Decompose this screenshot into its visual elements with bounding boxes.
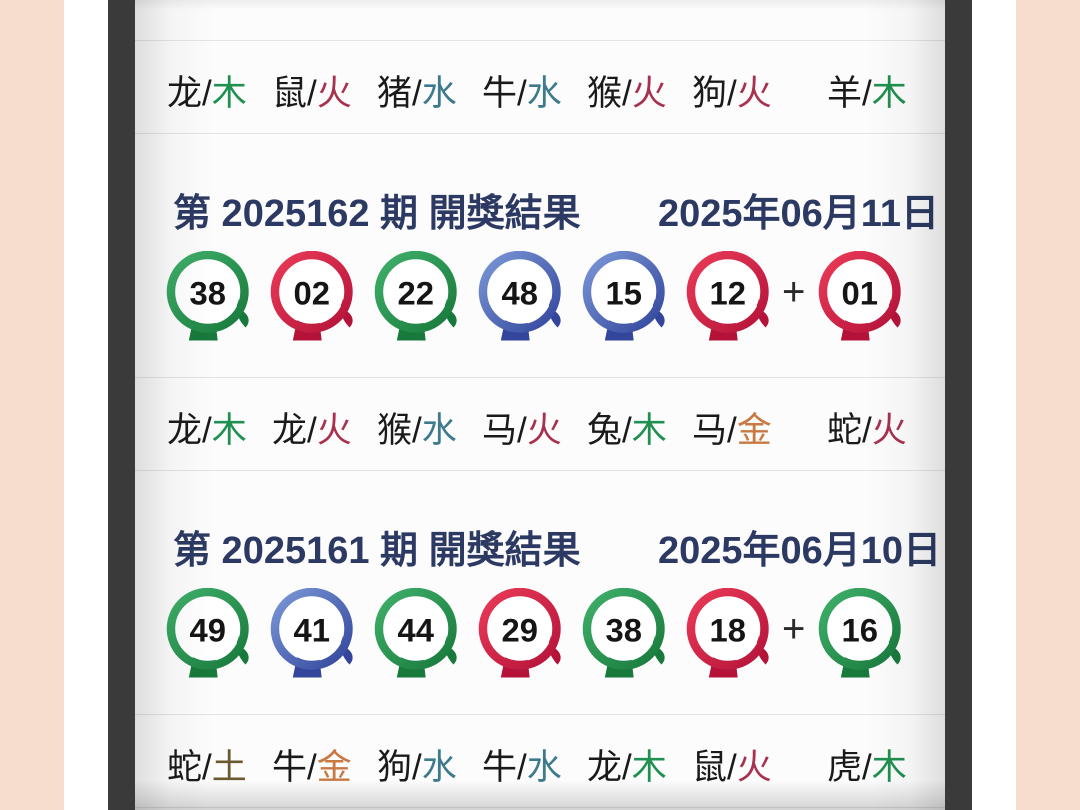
svg-text:49: 49	[190, 612, 226, 649]
svg-text:29: 29	[502, 612, 538, 649]
svg-text:38: 38	[606, 612, 642, 649]
svg-text:01: 01	[842, 275, 878, 312]
svg-text:38: 38	[190, 275, 226, 312]
svg-text:15: 15	[606, 275, 642, 312]
svg-text:41: 41	[294, 612, 330, 649]
svg-text:48: 48	[502, 275, 538, 312]
svg-text:44: 44	[398, 612, 435, 649]
svg-text:02: 02	[294, 275, 330, 312]
svg-text:12: 12	[710, 275, 746, 312]
svg-text:16: 16	[842, 612, 878, 649]
svg-text:22: 22	[398, 275, 434, 312]
svg-text:18: 18	[710, 612, 746, 649]
